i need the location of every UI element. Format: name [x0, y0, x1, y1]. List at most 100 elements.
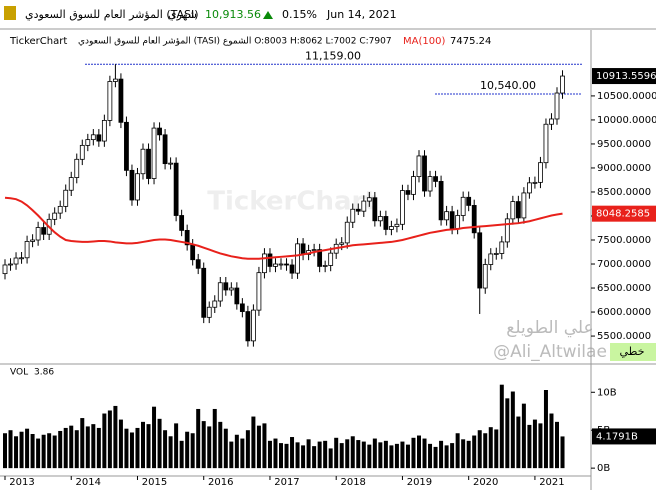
volume-bar	[279, 443, 283, 469]
volume-bar	[560, 436, 565, 469]
volume-bar	[543, 390, 548, 469]
volume-bar	[152, 406, 157, 469]
candle-body	[206, 306, 212, 318]
handle: @Ali_Altwilae	[493, 342, 607, 362]
volume-bar	[361, 441, 366, 469]
candle-body	[262, 253, 267, 274]
volume-bar	[417, 435, 421, 469]
volume-bar	[157, 418, 162, 469]
volume-bar	[455, 433, 460, 469]
candle-body	[146, 148, 151, 179]
volume-bar	[527, 424, 532, 469]
candle-body	[250, 309, 256, 342]
volume-bar	[91, 424, 96, 469]
watermark: TickerChart	[207, 187, 377, 217]
candle-body	[466, 196, 472, 206]
volume-bar	[52, 435, 57, 469]
candle-body	[400, 190, 405, 225]
candle-body	[68, 177, 74, 191]
volume-bar	[383, 440, 388, 469]
candle-body	[438, 181, 444, 221]
volume-bar	[422, 438, 427, 469]
volume-bar	[345, 439, 350, 469]
candle-body	[278, 263, 284, 266]
volume-bar	[494, 429, 499, 469]
candle-body	[135, 173, 140, 201]
candle-body	[289, 264, 295, 274]
volume-bar	[516, 416, 521, 469]
candle-body	[339, 242, 345, 245]
candle-body	[129, 169, 135, 201]
candle-body	[96, 134, 102, 142]
volume-bar	[41, 434, 46, 469]
volume-bar	[102, 413, 107, 469]
volume-bar	[439, 440, 444, 469]
candle-body	[422, 155, 427, 192]
candle-body	[538, 162, 543, 183]
candle-body	[554, 92, 560, 120]
author: علي الطويلع	[506, 318, 593, 338]
candle-body	[355, 208, 361, 212]
change: 0.15%	[282, 8, 317, 21]
volume-bar	[196, 408, 201, 469]
volume-bar	[47, 433, 52, 469]
candle-body	[41, 227, 47, 235]
volume-bar	[262, 423, 267, 469]
y-tick-label: 8500.0000	[597, 187, 651, 198]
x-tick-label: 2016	[208, 477, 233, 488]
volume-bar	[444, 445, 449, 469]
volume-bar	[538, 423, 543, 469]
vol-tick-label: 0B	[597, 463, 610, 474]
candle-body	[157, 127, 162, 136]
candle-body	[311, 249, 317, 252]
candle-body	[411, 176, 416, 195]
ma-line	[4, 196, 563, 260]
volume-bar	[107, 410, 112, 469]
period: شهري	[168, 8, 197, 21]
candle-body	[549, 118, 554, 125]
candle-body	[388, 226, 394, 230]
candle-body	[2, 264, 8, 275]
volume-bar	[405, 444, 410, 469]
volume-bar	[118, 419, 123, 469]
brand: TickerChart	[9, 36, 67, 47]
line-button-label[interactable]: خطي	[620, 345, 645, 358]
candle-body	[118, 78, 124, 123]
volume-bar	[521, 403, 526, 469]
volume-bar	[334, 437, 339, 469]
volume-bar	[25, 428, 30, 469]
volume-bar	[3, 433, 7, 469]
icon	[4, 6, 16, 20]
last-price: 10,913.56	[205, 8, 261, 21]
header-title: المؤشر العام للسوق السعودي (TASI)	[25, 8, 199, 21]
volume-bar	[389, 445, 394, 469]
volume-bar	[256, 425, 261, 469]
volume-bar	[472, 435, 477, 469]
volume-bar	[135, 427, 140, 469]
y-tick-label: 9000.0000	[597, 163, 651, 174]
candle-body	[140, 148, 146, 175]
x-tick-label: 2013	[9, 477, 34, 488]
volume-bar	[69, 425, 74, 469]
info: المؤشر العام للسوق السعودي (TASI) الشموع…	[78, 37, 392, 47]
volume-bar	[8, 430, 13, 469]
line-button[interactable]	[610, 343, 656, 361]
candle-body	[344, 221, 350, 244]
candle-body	[515, 201, 521, 219]
candle-body	[449, 211, 455, 229]
x-tick-label: 2019	[407, 477, 432, 488]
vol-name: VOL	[10, 368, 28, 378]
candle-body	[101, 120, 107, 142]
candle-body	[13, 257, 19, 265]
volume-bar	[411, 437, 416, 469]
volume-bar	[201, 421, 206, 469]
volume-bar	[510, 391, 515, 469]
volume-bar	[350, 436, 355, 469]
vol-last-label: 4.1791B	[596, 431, 638, 442]
volume-bar	[273, 438, 278, 469]
x-tick-label: 2014	[76, 477, 101, 488]
candle-body	[179, 215, 185, 231]
candle-body	[217, 282, 223, 302]
